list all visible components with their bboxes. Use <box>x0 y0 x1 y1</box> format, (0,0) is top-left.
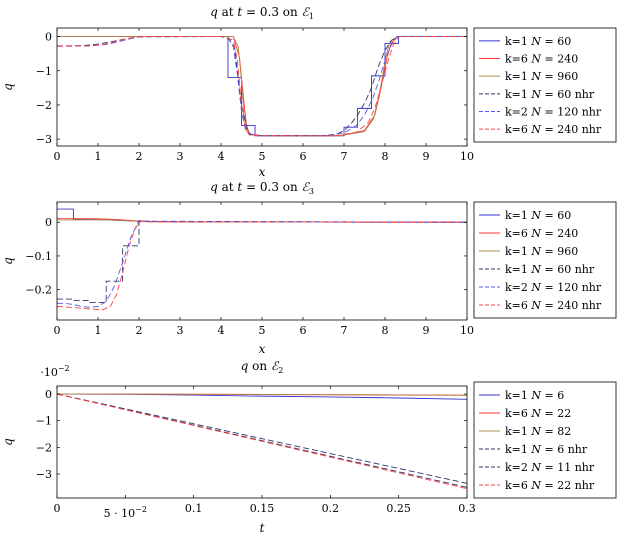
x-tick-label: 0.25 <box>386 502 411 515</box>
x-tick-label: 1 <box>95 150 102 163</box>
y-tick-label: −0.2 <box>25 284 52 297</box>
x-tick-label: 0 <box>54 502 61 515</box>
x-tick-label: 2 <box>136 324 143 337</box>
legend-label: k=6 N = 22 nhr <box>505 479 595 492</box>
x-tick-label: 6 <box>300 150 307 163</box>
legend-label: k=2 N = 120 nhr <box>505 281 602 294</box>
legend: k=1 N = 6 k=6 N = 22 k=1 N = 82 k=1 N = 6 n… <box>473 381 617 499</box>
y-axis-label: q <box>1 83 15 91</box>
x-tick-label: 7 <box>341 150 348 163</box>
chart-panel-3: q on ℰ2 0 5 · 10−2 0.1 0.15 0.2 0.25 0.3 0 −1 −2 −3… <box>1 359 617 535</box>
x-tick-label: 0.2 <box>322 502 340 515</box>
x-tick-label: 0 <box>54 324 61 337</box>
x-tick-label: 1 <box>95 324 102 337</box>
x-tick-label: 2 <box>136 150 143 163</box>
series-line-5 <box>57 220 467 308</box>
x-tick-label: 3 <box>177 150 184 163</box>
series-line-1 <box>57 36 467 137</box>
x-tick-label: 5 <box>259 324 266 337</box>
y-tick-label: 0 <box>45 216 52 229</box>
y-tick-label: −3 <box>36 468 52 481</box>
y-tick-label: −1 <box>36 415 52 428</box>
x-tick-label: 9 <box>423 324 430 337</box>
x-tick-label: 6 <box>300 324 307 337</box>
legend-label: k=1 N = 60 nhr <box>505 263 595 276</box>
legend-box <box>473 27 617 143</box>
chart-title: q at t = 0.3 on ℰ1 <box>210 5 314 21</box>
x-tick-label: 8 <box>382 324 389 337</box>
y-tick-label: 0 <box>45 388 52 401</box>
legend-label: k=6 N = 22 <box>505 407 571 420</box>
legend-label: k=2 N = 11 nhr <box>505 461 595 474</box>
legend: k=1 N = 60 k=6 N = 240 k=1 N = 960 k=1 N = … <box>473 201 617 319</box>
plot-frame <box>56 27 468 147</box>
series-line-3 <box>57 393 467 396</box>
x-axis-label: x <box>259 342 266 356</box>
x-tick-label: 10 <box>460 324 474 337</box>
legend-label: k=1 N = 60 <box>505 209 571 222</box>
x-tick-label: 4 <box>218 150 225 163</box>
series-line-6 <box>57 36 467 137</box>
x-tick-label: 4 <box>218 324 225 337</box>
x-axis-label: x <box>259 165 266 179</box>
chart-panel-2: q at t = 0.3 on ℰ3 0 1 2 3 4 5 6 7 8 9 10 0 −0.1 −0.2 x… <box>1 180 617 356</box>
x-tick-label: 10 <box>460 150 474 163</box>
legend-label: k=1 N = 60 nhr <box>505 88 595 101</box>
series-line-5 <box>57 393 467 488</box>
series-line-6 <box>57 393 467 490</box>
legend-label: k=6 N = 240 <box>505 53 578 66</box>
legend-box <box>473 381 617 499</box>
y-tick-label: −1 <box>36 65 52 78</box>
x-tick-label: 0.3 <box>458 502 476 515</box>
x-tick-label: 5 <box>259 150 266 163</box>
x-tick-label: 7 <box>341 324 348 337</box>
x-axis-label: t <box>260 521 265 535</box>
series-line-2 <box>57 36 467 137</box>
chart-panel-1: q at t = 0.3 on ℰ1 0 1 2 3 4 5 6 7 8 9 10 0 −1 −2 −3 x q k… <box>1 5 617 179</box>
x-tick-label: 9 <box>423 150 430 163</box>
chart-title: q on ℰ2 <box>241 359 284 375</box>
plot-frame <box>56 385 468 499</box>
y-tick-label: −3 <box>36 133 52 146</box>
series-line-5 <box>57 36 467 137</box>
legend-label: k=6 N = 240 <box>505 227 578 240</box>
series-line-4 <box>57 36 467 137</box>
series-line-6 <box>57 220 467 311</box>
y-tick-label: 0 <box>45 31 52 44</box>
x-tick-label: 5 · 10−2 <box>104 505 147 520</box>
legend-label: k=6 N = 240 nhr <box>505 123 602 136</box>
series-line-3 <box>57 36 467 137</box>
y-tick-label: −2 <box>36 99 52 112</box>
x-tick-label: 8 <box>382 150 389 163</box>
legend-label: k=1 N = 960 <box>505 245 578 258</box>
x-tick-label: 0 <box>54 150 61 163</box>
legend: k=1 N = 60 k=6 N = 240 k=1 N = 960 k=1 N = … <box>473 27 617 143</box>
series-line-4 <box>57 220 467 303</box>
chart-title: q at t = 0.3 on ℰ3 <box>210 180 314 196</box>
x-tick-label: 3 <box>177 324 184 337</box>
legend-label: k=2 N = 120 nhr <box>505 106 602 119</box>
x-tick-label: 0.1 <box>185 502 203 515</box>
series-line-4 <box>57 393 467 484</box>
legend-label: k=1 N = 82 <box>505 425 571 438</box>
legend-label: k=1 N = 60 <box>505 35 571 48</box>
legend-label: k=6 N = 240 nhr <box>505 299 602 312</box>
y-tick-label: −0.1 <box>25 250 52 263</box>
legend-label: k=1 N = 6 <box>505 389 564 402</box>
x-tick-label: 0.15 <box>250 502 275 515</box>
y-scale-note: ·10−2 <box>40 364 69 379</box>
legend-label: k=1 N = 6 nhr <box>505 443 588 456</box>
y-tick-label: −2 <box>36 441 52 454</box>
y-axis-label: q <box>1 257 15 265</box>
y-axis-label: q <box>1 438 15 446</box>
legend-label: k=1 N = 960 <box>505 70 578 83</box>
legend-box <box>473 201 617 319</box>
